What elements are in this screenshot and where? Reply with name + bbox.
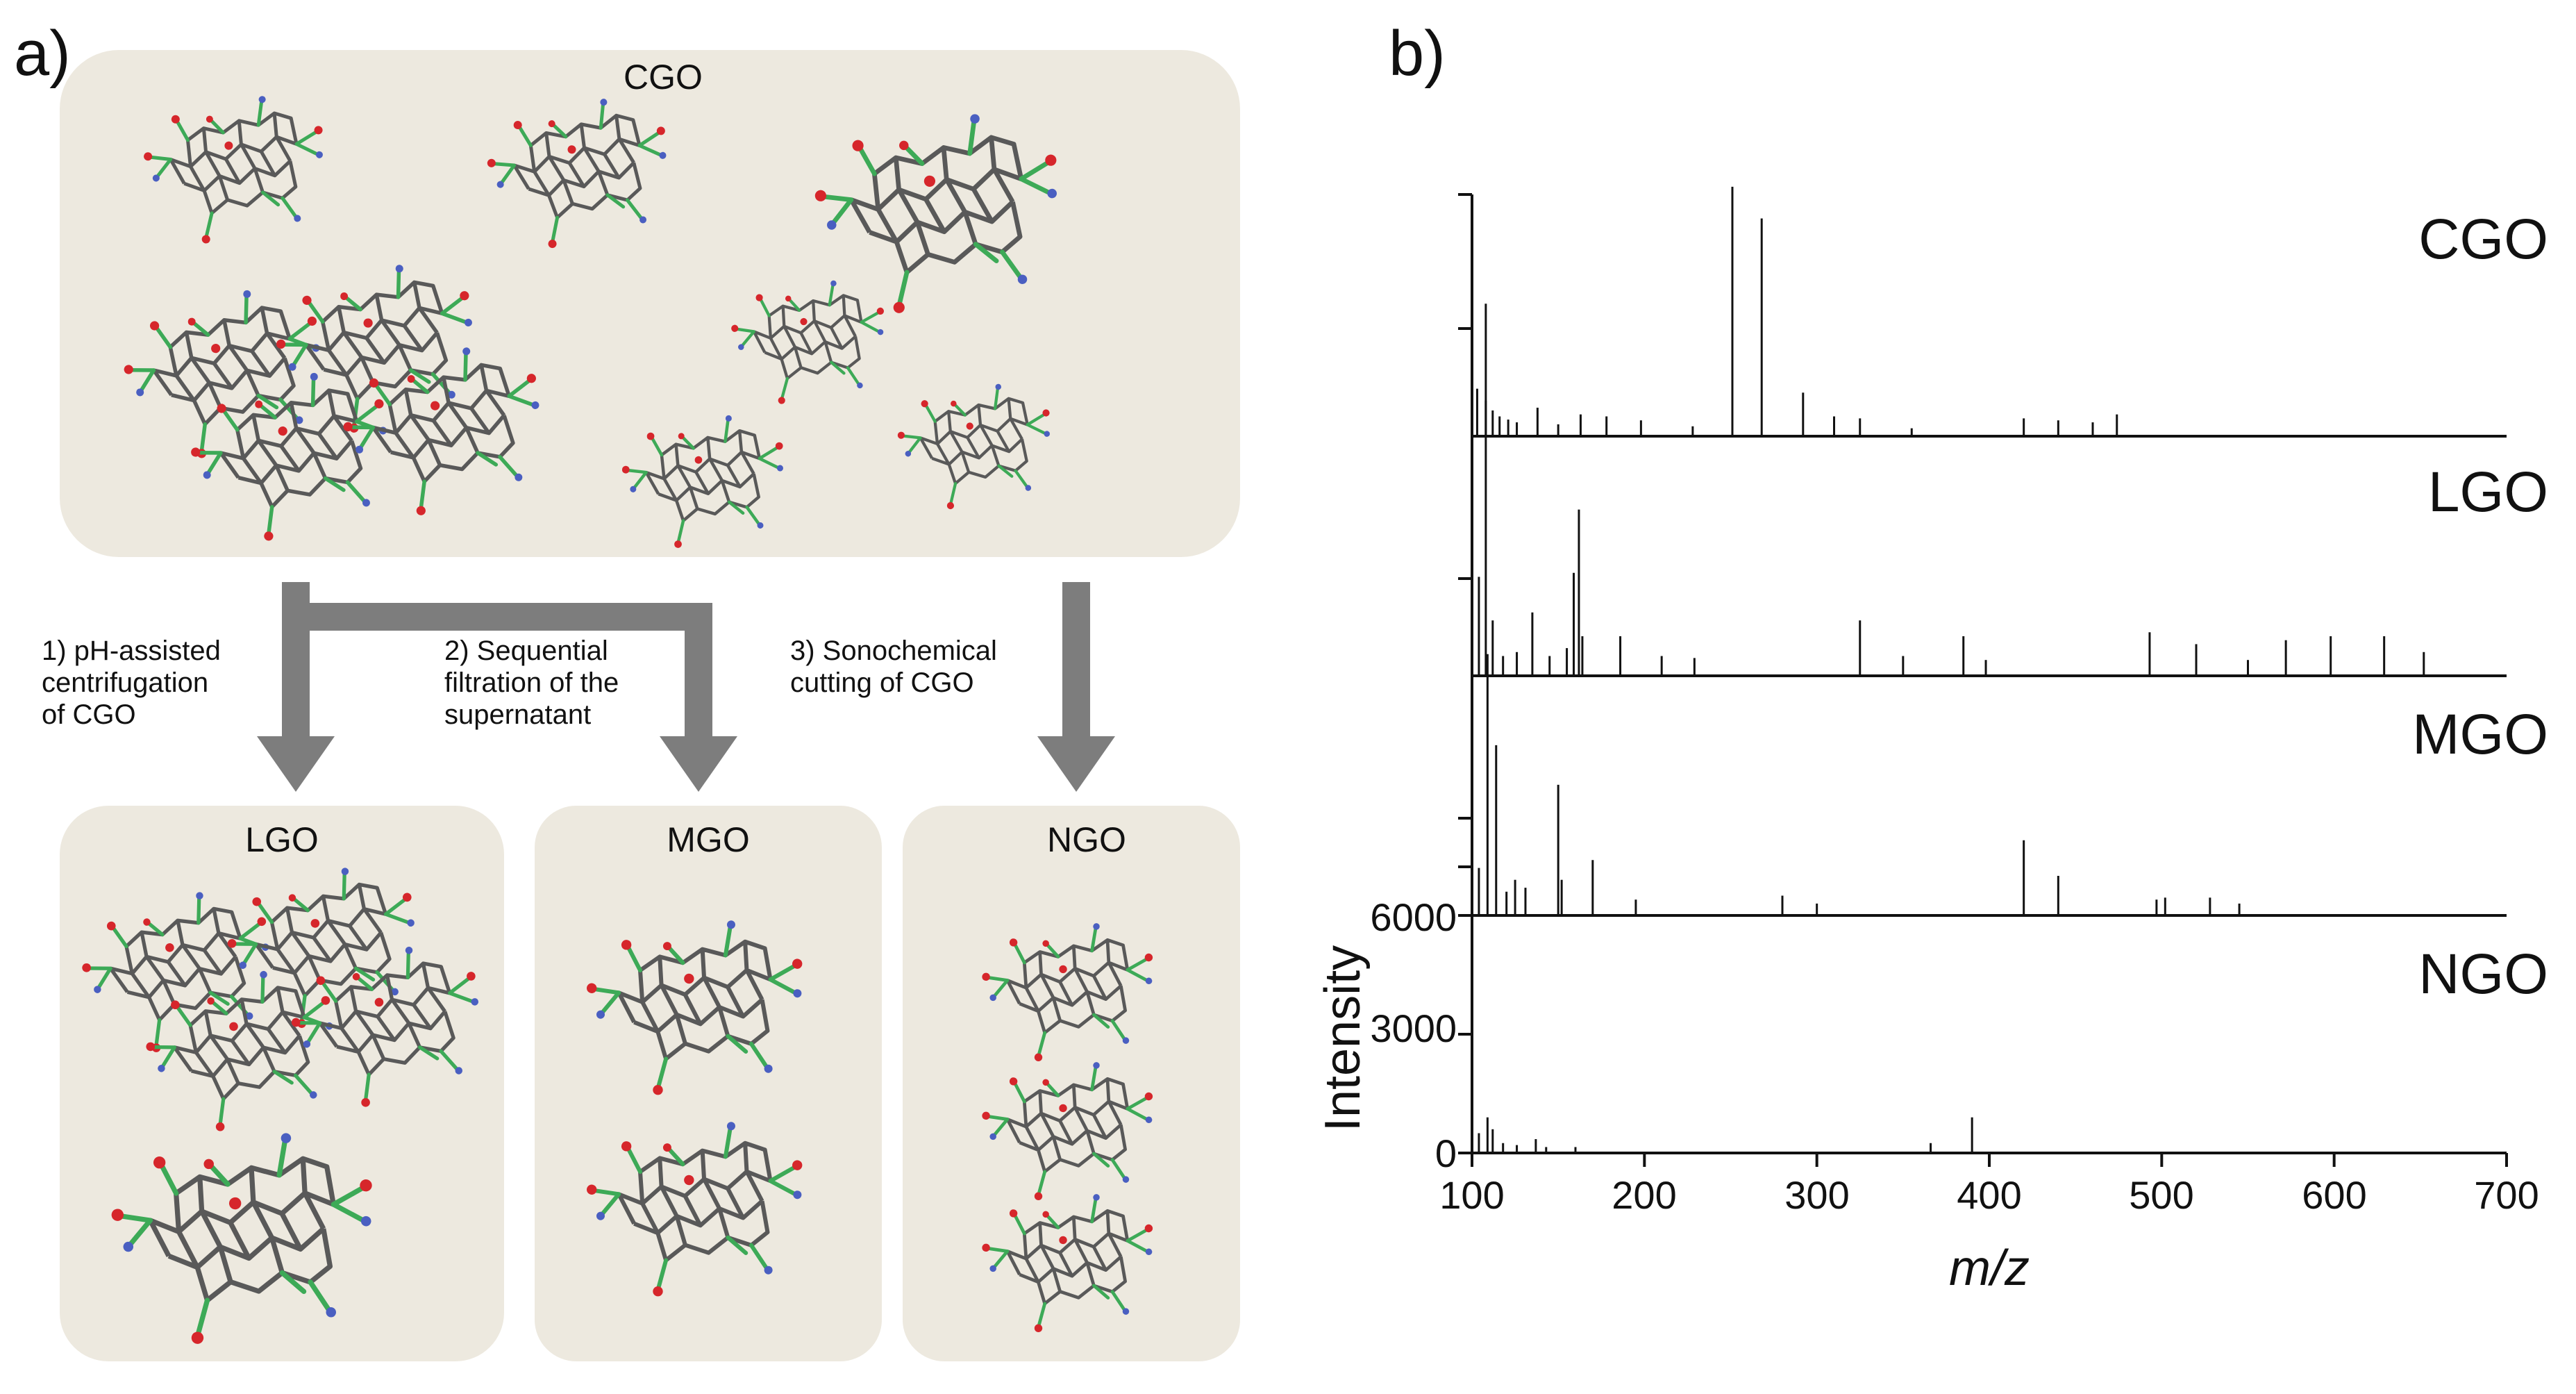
process-arrows: [257, 582, 1115, 792]
lgo-box-title: LGO: [245, 820, 319, 859]
step-1-label: 1) pH-assisted centrifugation of CGO: [42, 636, 228, 730]
panel-b: b) CGO LGO MGO NGO 6000 3000 0 100 200 3…: [1315, 18, 2548, 1296]
sample-label-mgo: MGO: [2412, 703, 2548, 766]
step-2-line-2: filtration of the: [444, 667, 619, 698]
x-tick-label-100: 100: [1439, 1173, 1504, 1217]
x-tick-label-200: 200: [1612, 1173, 1676, 1217]
trace-mgo: [1472, 654, 2507, 917]
y-tick-label-3000: 3000: [1370, 1006, 1457, 1050]
x-tick-label-300: 300: [1784, 1173, 1849, 1217]
step-2-label: 2) Sequential filtration of the supernat…: [444, 636, 626, 730]
step-3-label: 3) Sonochemical cutting of CGO: [790, 636, 1005, 698]
panel-b-letter: b): [1389, 18, 1446, 89]
step-1-line-2: centrifugation: [42, 667, 208, 698]
trace-cgo: [1472, 186, 2507, 438]
y-tick-label-6000: 6000: [1370, 895, 1457, 939]
ngo-box: [903, 806, 1240, 1361]
trace-lgo: [1472, 304, 2507, 677]
trace-ngo: [1472, 1117, 2507, 1154]
x-tick-label-700: 700: [2474, 1173, 2539, 1217]
panel-a: a) CGO 1) pH-assisted centrifugation of …: [14, 18, 1240, 1361]
sample-label-ngo: NGO: [2418, 943, 2548, 1006]
ngo-box-title: NGO: [1047, 820, 1126, 859]
x-tick-label-500: 500: [2129, 1173, 2193, 1217]
lgo-box: [60, 806, 504, 1361]
y-tick-label-0: 0: [1435, 1131, 1457, 1175]
panel-a-letter: a): [14, 18, 71, 89]
step-3-line-1: 3) Sonochemical: [790, 636, 997, 666]
axis-ticks: [1458, 193, 2508, 1167]
step-2-line-3: supernatant: [444, 699, 591, 730]
mgo-box: [535, 806, 882, 1361]
x-tick-label-600: 600: [2302, 1173, 2366, 1217]
step-3-line-2: cutting of CGO: [790, 667, 974, 698]
step-1-line-3: of CGO: [42, 699, 136, 730]
step-1-line-1: 1) pH-assisted: [42, 636, 221, 666]
cgo-box-title: CGO: [624, 58, 703, 97]
y-axis-title: Intensity: [1315, 945, 1371, 1131]
x-tick-label-400: 400: [1957, 1173, 2021, 1217]
ms-chart: CGO LGO MGO NGO 6000 3000 0 100 200 300 …: [1315, 186, 2548, 1296]
x-axis-title: m/z: [1949, 1241, 2030, 1296]
sample-label-lgo: LGO: [2428, 460, 2548, 524]
sample-label-cgo: CGO: [2418, 208, 2548, 271]
mgo-box-title: MGO: [667, 820, 749, 859]
step-2-line-1: 2) Sequential: [444, 636, 608, 666]
